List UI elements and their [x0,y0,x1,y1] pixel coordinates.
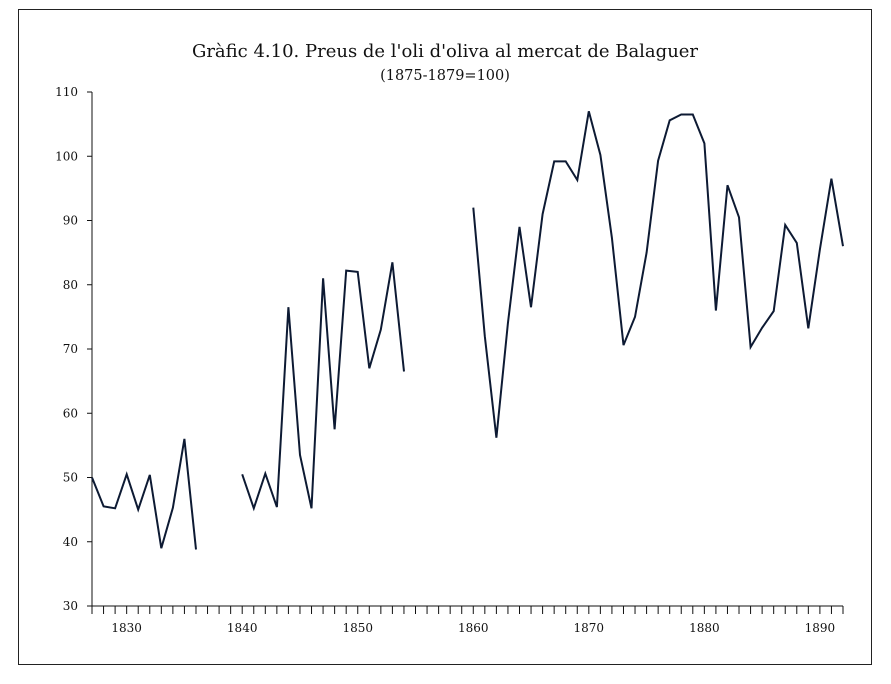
x-tick-label: 1850 [342,621,373,635]
plot-area [91,111,844,550]
y-tick-label: 60 [63,406,78,420]
y-axis: 30 40 50 60 70 80 90 100 110 [55,85,93,613]
x-axis: 1830 1840 1850 1860 1870 1880 1890 [91,605,844,635]
y-tick-label: 110 [55,85,78,99]
line-chart: Gràfic 4.10. Preus de l'oli d'oliva al m… [55,41,844,635]
y-tick-label: 30 [63,599,78,613]
x-tick-label: 1880 [689,621,720,635]
y-tick-label: 90 [63,214,78,228]
y-tick-label: 100 [55,149,78,163]
x-tick-label: 1860 [458,621,489,635]
x-tick-label: 1890 [805,621,836,635]
x-tick-label: 1830 [111,621,142,635]
series-line-segment-2 [241,262,405,512]
series-line-segment-1 [91,438,197,550]
chart-title: Gràfic 4.10. Preus de l'oli d'oliva al m… [192,41,698,62]
x-tick-label: 1870 [574,621,605,635]
series-line-segment-3 [472,111,844,438]
y-tick-label: 70 [63,342,78,356]
y-tick-label: 50 [63,471,78,485]
chart-subtitle: (1875-1879=100) [380,68,510,84]
chart-frame: Gràfic 4.10. Preus de l'oli d'oliva al m… [18,9,872,665]
x-tick-label: 1840 [227,621,258,635]
y-tick-label: 80 [63,278,78,292]
y-tick-label: 40 [63,535,78,549]
